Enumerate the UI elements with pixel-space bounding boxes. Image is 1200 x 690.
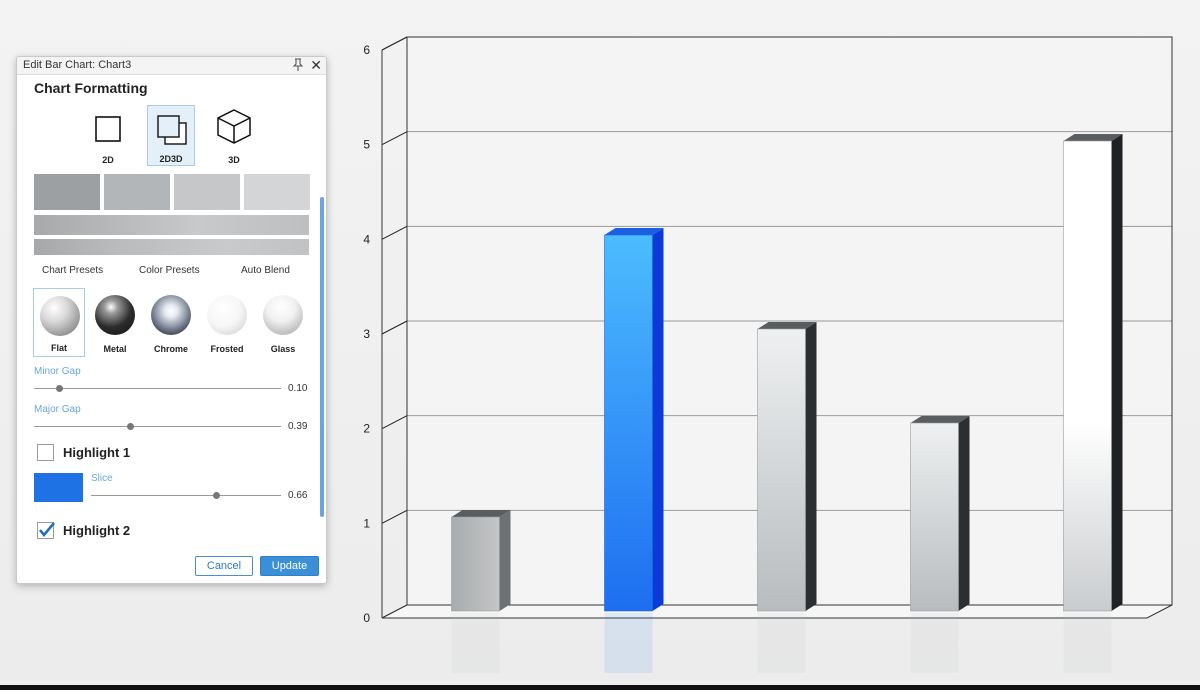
y-tick-label: 1 — [363, 516, 370, 530]
material-label: Glass — [270, 344, 296, 354]
scrollbar-thumb[interactable] — [320, 197, 324, 517]
material-label: Metal — [103, 344, 127, 354]
mode-2d-button[interactable]: 2D — [84, 105, 132, 166]
slice-slider-knob[interactable] — [213, 492, 221, 499]
bar-reflection — [757, 613, 806, 673]
highlight-1-label: Highlight 1 — [63, 445, 131, 460]
gradient-bar[interactable] — [34, 239, 309, 255]
highlight-2-checkbox[interactable] — [37, 522, 55, 539]
glass-sphere-icon — [263, 295, 303, 335]
bar-side — [1111, 134, 1123, 611]
y-tick-label: 2 — [363, 422, 370, 436]
material-frosted[interactable]: Frosted — [201, 288, 253, 357]
bar — [1063, 140, 1112, 612]
mode-label: 2D3D — [159, 154, 183, 164]
minor-gap-slider[interactable] — [34, 388, 281, 389]
y-tick — [381, 131, 408, 146]
bar-side — [499, 510, 511, 611]
tab-color-presets[interactable]: Color Presets — [139, 265, 200, 276]
tab-chart-presets[interactable]: Chart Presets — [42, 265, 104, 276]
flat-sphere-icon — [40, 296, 80, 336]
cube-icon — [217, 109, 251, 144]
y-tick-label: 6 — [363, 43, 370, 57]
material-label: Frosted — [210, 344, 244, 354]
mode-2d3d-button[interactable]: 2D3D — [147, 105, 195, 166]
tab-auto-blend[interactable]: Auto Blend — [241, 265, 290, 276]
edit-chart-dialog: Edit Bar Chart: Chart3 ✕ Chart Formattin… — [16, 56, 327, 584]
frosted-sphere-icon — [207, 295, 247, 335]
layered-squares-icon — [157, 115, 187, 145]
bar-top — [451, 510, 511, 517]
gradient-bar[interactable] — [34, 215, 309, 235]
bar-reflection — [910, 613, 959, 673]
slice-color-swatch[interactable] — [34, 473, 83, 502]
y-tick-label: 4 — [363, 232, 370, 246]
minor-gap-label: Minor Gap — [34, 366, 81, 377]
material-label: Chrome — [153, 344, 188, 354]
slice-slider[interactable] — [91, 495, 281, 496]
material-flat[interactable]: Flat — [33, 288, 85, 357]
scrollbar[interactable] — [319, 77, 325, 577]
y-tick — [381, 225, 408, 240]
bar — [757, 328, 806, 612]
slice-label: Slice — [91, 473, 113, 484]
minor-gap-value: 0.10 — [288, 383, 308, 394]
bar-side — [652, 228, 664, 611]
bar — [604, 234, 653, 612]
bar-side — [805, 322, 817, 611]
material-label: Flat — [50, 343, 67, 353]
close-icon[interactable]: ✕ — [310, 57, 322, 73]
bar — [910, 422, 959, 612]
y-tick — [381, 320, 408, 335]
color-swatch[interactable] — [104, 174, 170, 210]
update-button[interactable]: Update — [260, 556, 319, 576]
color-swatch[interactable] — [174, 174, 240, 210]
y-tick-label: 3 — [363, 327, 370, 341]
color-swatch[interactable] — [244, 174, 310, 210]
color-swatch[interactable] — [34, 174, 100, 210]
major-gap-slider-knob[interactable] — [127, 423, 135, 430]
bar-top — [910, 416, 970, 423]
y-tick-label: 0 — [363, 611, 370, 625]
bar-reflection — [451, 613, 500, 673]
mode-label: 2D — [102, 155, 114, 165]
side-edge — [381, 36, 408, 51]
dialog-title: Edit Bar Chart: Chart3 — [23, 59, 132, 71]
bar-top — [1063, 134, 1123, 141]
major-gap-slider[interactable] — [34, 426, 281, 427]
chrome-sphere-icon — [151, 295, 191, 335]
metal-sphere-icon — [95, 295, 135, 335]
major-gap-label: Major Gap — [34, 404, 81, 415]
pin-icon[interactable] — [292, 58, 304, 72]
cancel-button[interactable]: Cancel — [195, 556, 253, 576]
material-chrome[interactable]: Chrome — [145, 288, 197, 357]
y-tick — [381, 509, 408, 524]
highlight-1-checkbox[interactable] — [37, 444, 54, 461]
bottom-bar — [0, 685, 1200, 690]
dialog-titlebar[interactable]: Edit Bar Chart: Chart3 ✕ — [17, 57, 326, 75]
y-tick — [381, 415, 408, 430]
slice-value: 0.66 — [288, 490, 308, 501]
minor-gap-slider-knob[interactable] — [55, 385, 63, 392]
mode-3d-button[interactable]: 3D — [210, 105, 258, 166]
y-tick-label: 5 — [363, 138, 370, 152]
section-title: Chart Formatting — [34, 80, 148, 96]
bar-top — [604, 228, 664, 235]
bar — [451, 516, 500, 612]
highlight-2-label: Highlight 2 — [63, 523, 131, 538]
square-icon — [95, 116, 121, 142]
major-gap-value: 0.39 — [288, 421, 308, 432]
material-glass[interactable]: Glass — [257, 288, 309, 357]
bar-reflection — [604, 613, 653, 673]
mode-label: 3D — [228, 155, 240, 165]
bar-side — [958, 416, 970, 611]
bar-reflection — [1063, 613, 1112, 673]
material-metal[interactable]: Metal — [89, 288, 141, 357]
checkmark-icon — [38, 522, 55, 538]
bar-top — [757, 322, 817, 329]
